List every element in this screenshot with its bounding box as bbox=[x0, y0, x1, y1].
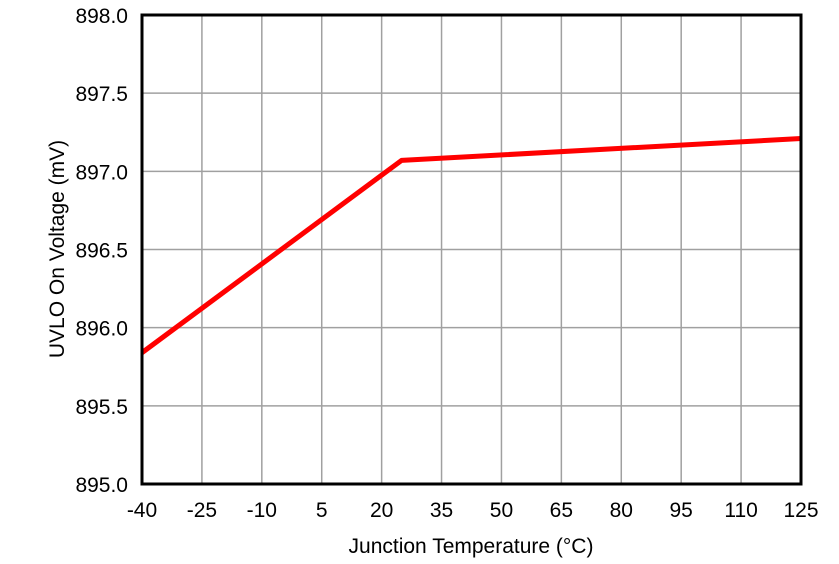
x-tick-label: 20 bbox=[370, 499, 393, 522]
y-tick-labels: 895.0 895.5 896.0 896.5 897.0 897.5 898.0 bbox=[75, 5, 128, 497]
grid-lines bbox=[141, 14, 802, 485]
y-tick-label: 897.5 bbox=[75, 83, 128, 106]
y-tick-label: 898.0 bbox=[75, 5, 128, 28]
x-tick-label: 125 bbox=[783, 499, 818, 522]
x-tick-label: 5 bbox=[316, 499, 328, 522]
x-tick-label: 65 bbox=[550, 499, 573, 522]
series-line bbox=[140, 136, 802, 355]
y-tick-label: 895.0 bbox=[75, 474, 128, 497]
y-tick-label: 896.0 bbox=[75, 318, 128, 341]
x-axis-label: Junction Temperature (°C) bbox=[349, 535, 594, 558]
y-tick-label: 897.0 bbox=[75, 161, 128, 184]
x-tick-label: -10 bbox=[247, 499, 277, 522]
x-tick-labels: -40 -25 -10 5 20 35 50 65 80 95 110 125 bbox=[127, 499, 819, 522]
data-series bbox=[140, 136, 802, 355]
plot-frame bbox=[140, 13, 803, 486]
y-tick-label: 895.5 bbox=[75, 396, 128, 419]
y-tick-label: 896.5 bbox=[75, 240, 128, 263]
y-axis-label: UVLO On Voltage (mV) bbox=[46, 140, 69, 358]
x-tick-label: -40 bbox=[127, 499, 157, 522]
x-tick-label: 110 bbox=[724, 499, 757, 522]
x-tick-label: 95 bbox=[670, 499, 693, 522]
x-tick-label: -25 bbox=[187, 499, 217, 522]
x-tick-label: 35 bbox=[430, 499, 453, 522]
x-tick-label: 80 bbox=[610, 499, 633, 522]
x-tick-label: 50 bbox=[490, 499, 513, 522]
